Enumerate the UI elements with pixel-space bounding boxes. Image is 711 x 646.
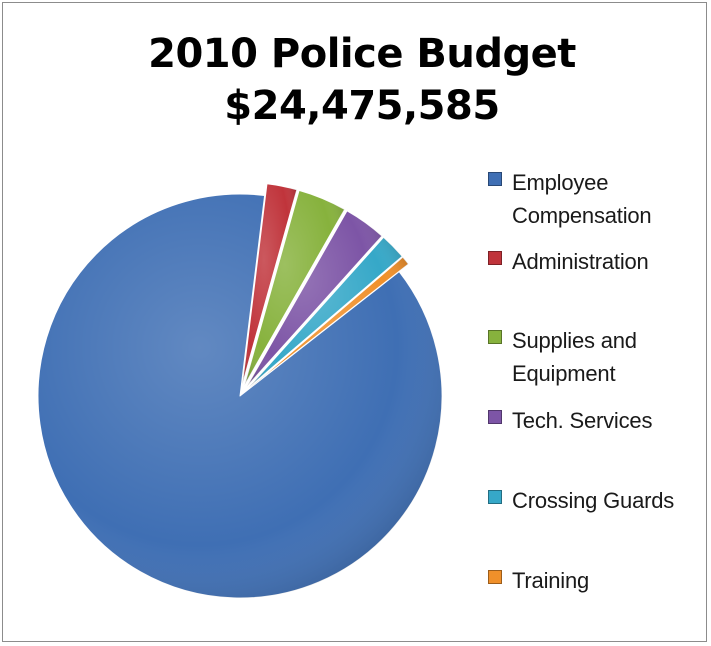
legend-swatch: [488, 330, 502, 344]
pie-slice-shading: [244, 190, 345, 385]
pie-slice-shading: [37, 193, 442, 598]
legend-label: Training: [512, 568, 590, 593]
legend-label: Supplies and Equipment: [512, 328, 637, 386]
legend-swatch: [488, 251, 502, 265]
pie-slice-shading: [242, 183, 297, 385]
chart-legend: Employee Compensation Administration Sup…: [488, 0, 703, 646]
legend-item-training: Training: [488, 564, 589, 597]
chart-title: 2010 Police Budget: [148, 31, 576, 77]
pie-slice-shading: [247, 210, 382, 387]
legend-label: Tech. Services: [512, 408, 653, 433]
legend-swatch: [488, 490, 502, 504]
legend-swatch: [488, 410, 502, 424]
chart-title-block: 2010 Police Budget $24,475,585: [0, 28, 711, 132]
chart-subtitle: $24,475,585: [224, 83, 500, 129]
legend-label: Crossing Guards: [512, 488, 675, 513]
legend-label: Employee Compensation: [512, 170, 652, 228]
legend-swatch: [488, 570, 502, 584]
legend-label: Administration: [512, 249, 649, 274]
legend-item-supplies-and-equipment: Supplies and Equipment: [488, 324, 637, 390]
pie-slice-shading: [248, 237, 403, 388]
legend-swatch: [488, 172, 502, 186]
legend-item-employee-compensation: Employee Compensation: [488, 166, 652, 232]
pie-slice-shading: [249, 257, 409, 389]
legend-item-tech-services: Tech. Services: [488, 404, 652, 437]
legend-item-crossing-guards: Crossing Guards: [488, 484, 674, 517]
legend-item-administration: Administration: [488, 245, 649, 278]
